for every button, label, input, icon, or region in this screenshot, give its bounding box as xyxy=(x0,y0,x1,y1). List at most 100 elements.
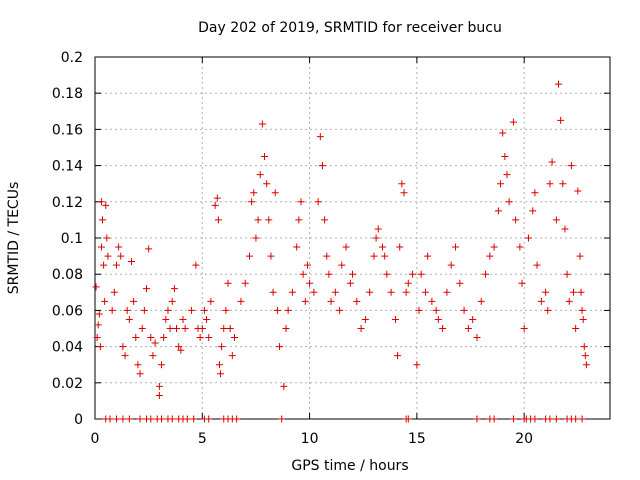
data-point xyxy=(102,201,110,209)
data-point xyxy=(96,343,104,351)
data-point xyxy=(269,288,277,296)
data-point xyxy=(205,334,213,342)
data-point xyxy=(233,415,241,423)
data-point xyxy=(101,297,109,305)
data-point xyxy=(92,283,100,291)
data-point xyxy=(103,234,111,242)
data-point xyxy=(374,225,382,233)
data-point xyxy=(93,334,101,342)
data-point xyxy=(125,415,133,423)
data-point xyxy=(299,270,307,278)
data-point xyxy=(394,352,402,360)
data-point xyxy=(570,288,578,296)
grid-lines xyxy=(95,57,610,419)
data-point xyxy=(132,334,140,342)
data-point xyxy=(293,243,301,251)
data-point xyxy=(323,252,331,260)
data-point xyxy=(413,361,421,369)
data-point xyxy=(278,415,286,423)
data-point xyxy=(123,306,131,314)
data-point xyxy=(342,243,350,251)
data-point xyxy=(265,216,273,224)
data-point xyxy=(230,334,238,342)
data-point xyxy=(555,80,562,88)
data-point xyxy=(404,279,412,287)
data-point xyxy=(428,297,436,305)
data-point xyxy=(256,171,264,179)
axis-ticks: 0 0.02 0.04 0.06 0.08 0.1 0.12 0.14 0.16 0.18 0.2 0… xyxy=(52,50,610,447)
data-point xyxy=(512,216,520,224)
data-point xyxy=(494,207,502,215)
data-point xyxy=(542,288,550,296)
data-point xyxy=(417,270,425,278)
data-point xyxy=(338,261,346,269)
x-tick-label: 10 xyxy=(301,431,319,447)
data-point xyxy=(237,297,245,305)
data-point xyxy=(213,194,221,202)
data-point xyxy=(303,261,311,269)
x-tick-label: 0 xyxy=(91,431,100,447)
data-point xyxy=(100,261,108,269)
data-point xyxy=(252,234,260,242)
data-point xyxy=(127,258,135,266)
data-point xyxy=(228,352,236,360)
data-point xyxy=(147,334,155,342)
data-point xyxy=(310,288,318,296)
data-point xyxy=(396,243,404,251)
data-point xyxy=(447,261,455,269)
data-point xyxy=(222,306,230,314)
data-point xyxy=(145,245,153,253)
data-point xyxy=(490,415,498,423)
data-point xyxy=(387,288,395,296)
data-point xyxy=(379,243,387,251)
data-point xyxy=(391,315,399,323)
data-point xyxy=(469,315,477,323)
data-point xyxy=(572,325,580,332)
data-point xyxy=(581,352,589,360)
data-point xyxy=(108,306,116,314)
data-point xyxy=(149,352,157,360)
y-axis-label: SRMTID / TECUs xyxy=(6,182,22,295)
data-point xyxy=(432,306,440,314)
data-point xyxy=(321,216,329,224)
data-point xyxy=(164,306,172,314)
y-tick-label: 0.06 xyxy=(52,303,83,319)
data-point xyxy=(336,306,344,314)
data-point xyxy=(531,415,539,423)
data-point xyxy=(524,234,532,242)
plot-frame xyxy=(94,56,611,420)
data-point xyxy=(99,216,107,224)
data-point xyxy=(104,252,112,260)
data-point xyxy=(464,325,472,332)
data-point xyxy=(267,252,275,260)
data-point xyxy=(346,279,354,287)
data-point xyxy=(138,325,146,332)
y-tick-label: 0.08 xyxy=(52,267,83,283)
data-point xyxy=(505,198,513,206)
data-point xyxy=(168,297,176,305)
data-point xyxy=(284,306,292,314)
data-point xyxy=(130,297,138,305)
data-point xyxy=(529,207,537,215)
data-point xyxy=(155,391,163,399)
data-point xyxy=(158,361,166,369)
data-point xyxy=(409,270,417,278)
data-point xyxy=(151,339,159,347)
data-point xyxy=(254,216,262,224)
data-point xyxy=(136,415,144,423)
data-point xyxy=(482,270,490,278)
data-point xyxy=(579,315,587,323)
data-point xyxy=(220,325,228,332)
data-point xyxy=(276,343,284,351)
data-point xyxy=(402,288,410,296)
data-point xyxy=(546,180,554,188)
x-tick-label: 20 xyxy=(515,431,533,447)
data-point xyxy=(200,306,208,314)
data-point xyxy=(295,216,303,224)
data-point xyxy=(400,189,408,197)
data-point xyxy=(168,415,176,423)
data-point xyxy=(282,325,290,332)
data-point xyxy=(552,216,560,224)
data-point xyxy=(188,306,196,314)
data-point xyxy=(582,361,590,369)
